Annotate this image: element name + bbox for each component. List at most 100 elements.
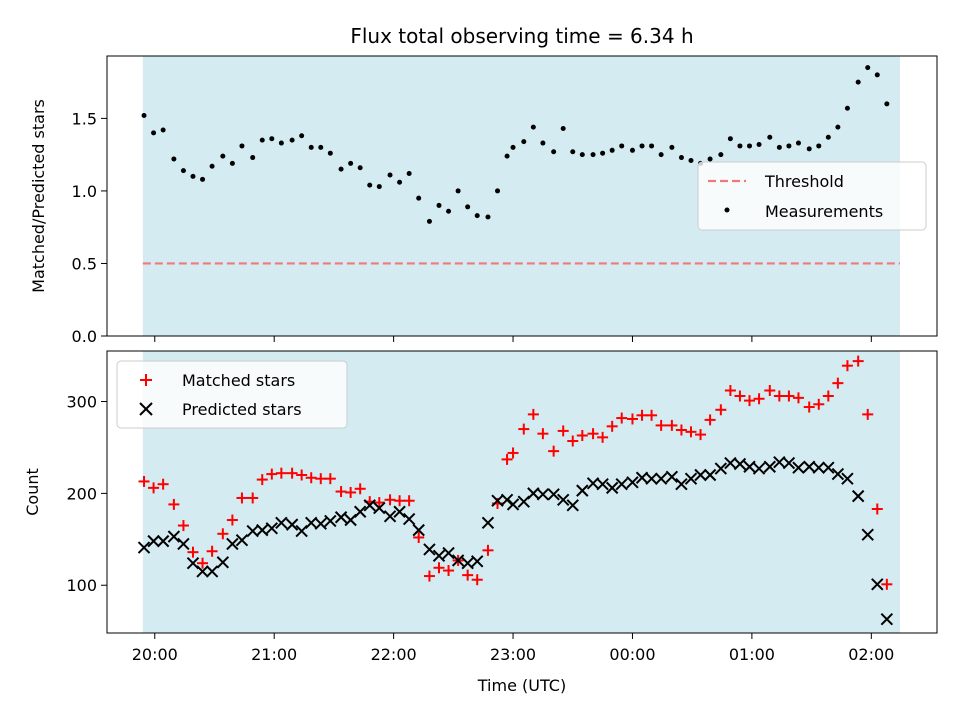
matched-star-point <box>315 473 327 485</box>
measurement-point <box>727 136 733 142</box>
predicted-star-point <box>156 534 170 548</box>
predicted-star-point <box>432 549 446 563</box>
matched-star-point <box>527 408 539 420</box>
measurement-point <box>530 124 536 130</box>
measurement-point <box>299 133 305 139</box>
matched-star-point <box>704 414 716 426</box>
matched-star-point <box>862 408 874 420</box>
predicted-star-point <box>393 505 406 518</box>
measurement-point <box>387 172 393 178</box>
matched-star-point <box>695 429 707 441</box>
top-panel: 0.0 0.5 1.0 1.5 Matched/Predicted stars Thr… <box>29 55 938 346</box>
matched-star-point <box>256 474 268 486</box>
matched-star-point <box>597 431 609 443</box>
measurement-point <box>540 140 546 146</box>
predicted-star-point <box>841 472 854 485</box>
matched-star-point <box>226 514 238 526</box>
predicted-star-point <box>481 516 495 529</box>
measurement-point <box>141 112 147 118</box>
measurement-point <box>416 195 422 201</box>
measurement-point <box>874 72 880 78</box>
measurement-point <box>485 214 491 220</box>
measurement-point <box>551 149 557 155</box>
predicted-star-point <box>615 477 628 491</box>
predicted-star-point <box>812 461 825 474</box>
matched-star-point <box>384 494 396 506</box>
matched-star-point <box>822 390 834 402</box>
measurement-point <box>806 146 812 152</box>
measurement-point <box>474 213 480 219</box>
predicted-star-point <box>461 556 474 570</box>
predicted-star-point <box>831 467 845 481</box>
matched-star-point <box>394 495 406 507</box>
matched-star-point <box>324 473 336 485</box>
predicted-star-point <box>334 511 348 524</box>
predicted-star-point <box>763 460 777 473</box>
measurement-point <box>884 101 890 107</box>
measurement-point <box>590 152 596 158</box>
legend-measurements-swatch <box>724 207 730 213</box>
measurement-point <box>348 160 354 166</box>
predicted-star-point <box>743 460 756 473</box>
measurement-point <box>209 163 215 169</box>
matched-star-point <box>217 528 229 540</box>
predicted-star-point <box>576 484 589 497</box>
measurement-point <box>786 143 792 149</box>
matched-star-point <box>606 420 618 432</box>
bottom-y-ticks: 100 200 300 <box>66 393 107 595</box>
matched-star-point <box>587 428 599 440</box>
matched-star-point <box>157 478 169 490</box>
legend-measurements-label: Measurements <box>765 202 883 221</box>
predicted-star-point <box>556 493 570 507</box>
matched-star-point <box>518 423 530 435</box>
top-x-ticks <box>154 336 872 342</box>
matched-star-point <box>345 486 357 498</box>
matched-star-point <box>803 401 815 413</box>
measurement-point <box>579 152 585 158</box>
predicted-star-point <box>314 517 327 530</box>
measurement-point <box>250 155 256 161</box>
measurement-point <box>629 147 635 153</box>
predicted-star-point <box>605 481 619 495</box>
matched-star-point <box>734 390 746 402</box>
matched-star-point <box>792 392 804 404</box>
predicted-star-point <box>684 472 698 485</box>
predicted-star-point <box>665 470 679 484</box>
predicted-star-point <box>880 613 894 626</box>
matched-star-point <box>636 409 648 421</box>
predicted-star-point <box>442 546 455 560</box>
predicted-stars-points <box>137 455 894 626</box>
measurement-point <box>190 173 196 179</box>
bottom-x-ticks: 20:00 21:00 22:00 23:00 00:00 01:00 02:00 <box>132 633 894 664</box>
predicted-star-point <box>851 489 865 503</box>
measurement-point <box>239 143 245 149</box>
measurement-point <box>151 130 157 136</box>
measurement-point <box>259 137 265 143</box>
x-tick-label: 20:00 <box>132 645 178 664</box>
measurement-point <box>795 140 801 146</box>
predicted-star-point <box>275 516 288 529</box>
matched-star-point <box>666 419 678 431</box>
predicted-star-point <box>265 522 279 535</box>
x-tick-label: 21:00 <box>251 645 297 664</box>
matched-star-point <box>567 435 579 447</box>
y-tick-label: 200 <box>66 484 97 503</box>
matched-star-point <box>471 574 483 586</box>
matched-star-point <box>871 503 883 515</box>
y-tick-label: 1.0 <box>72 182 97 201</box>
predicted-star-point <box>137 541 151 554</box>
predicted-star-point <box>596 477 609 491</box>
measurement-point <box>406 171 412 177</box>
measurement-point <box>160 127 166 133</box>
measurement-point <box>747 143 753 149</box>
matched-star-point <box>576 430 588 442</box>
measurement-point <box>308 144 314 150</box>
predicted-star-point <box>226 537 239 551</box>
measurement-point <box>639 143 645 149</box>
measurement-point <box>376 184 382 190</box>
matched-star-point <box>753 393 765 405</box>
measurement-point <box>844 105 850 111</box>
legend-matched-swatch <box>140 374 152 386</box>
measurement-point <box>510 144 516 150</box>
